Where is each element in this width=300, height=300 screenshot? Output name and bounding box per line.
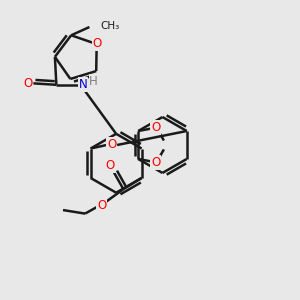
Text: O: O	[107, 138, 116, 151]
Text: O: O	[151, 121, 160, 134]
Text: O: O	[106, 159, 115, 172]
Text: H: H	[89, 75, 98, 88]
Text: O: O	[23, 77, 32, 90]
Text: CH₃: CH₃	[100, 21, 120, 31]
Text: O: O	[93, 37, 102, 50]
Text: N: N	[79, 78, 87, 91]
Text: O: O	[151, 156, 160, 169]
Text: O: O	[97, 200, 106, 212]
